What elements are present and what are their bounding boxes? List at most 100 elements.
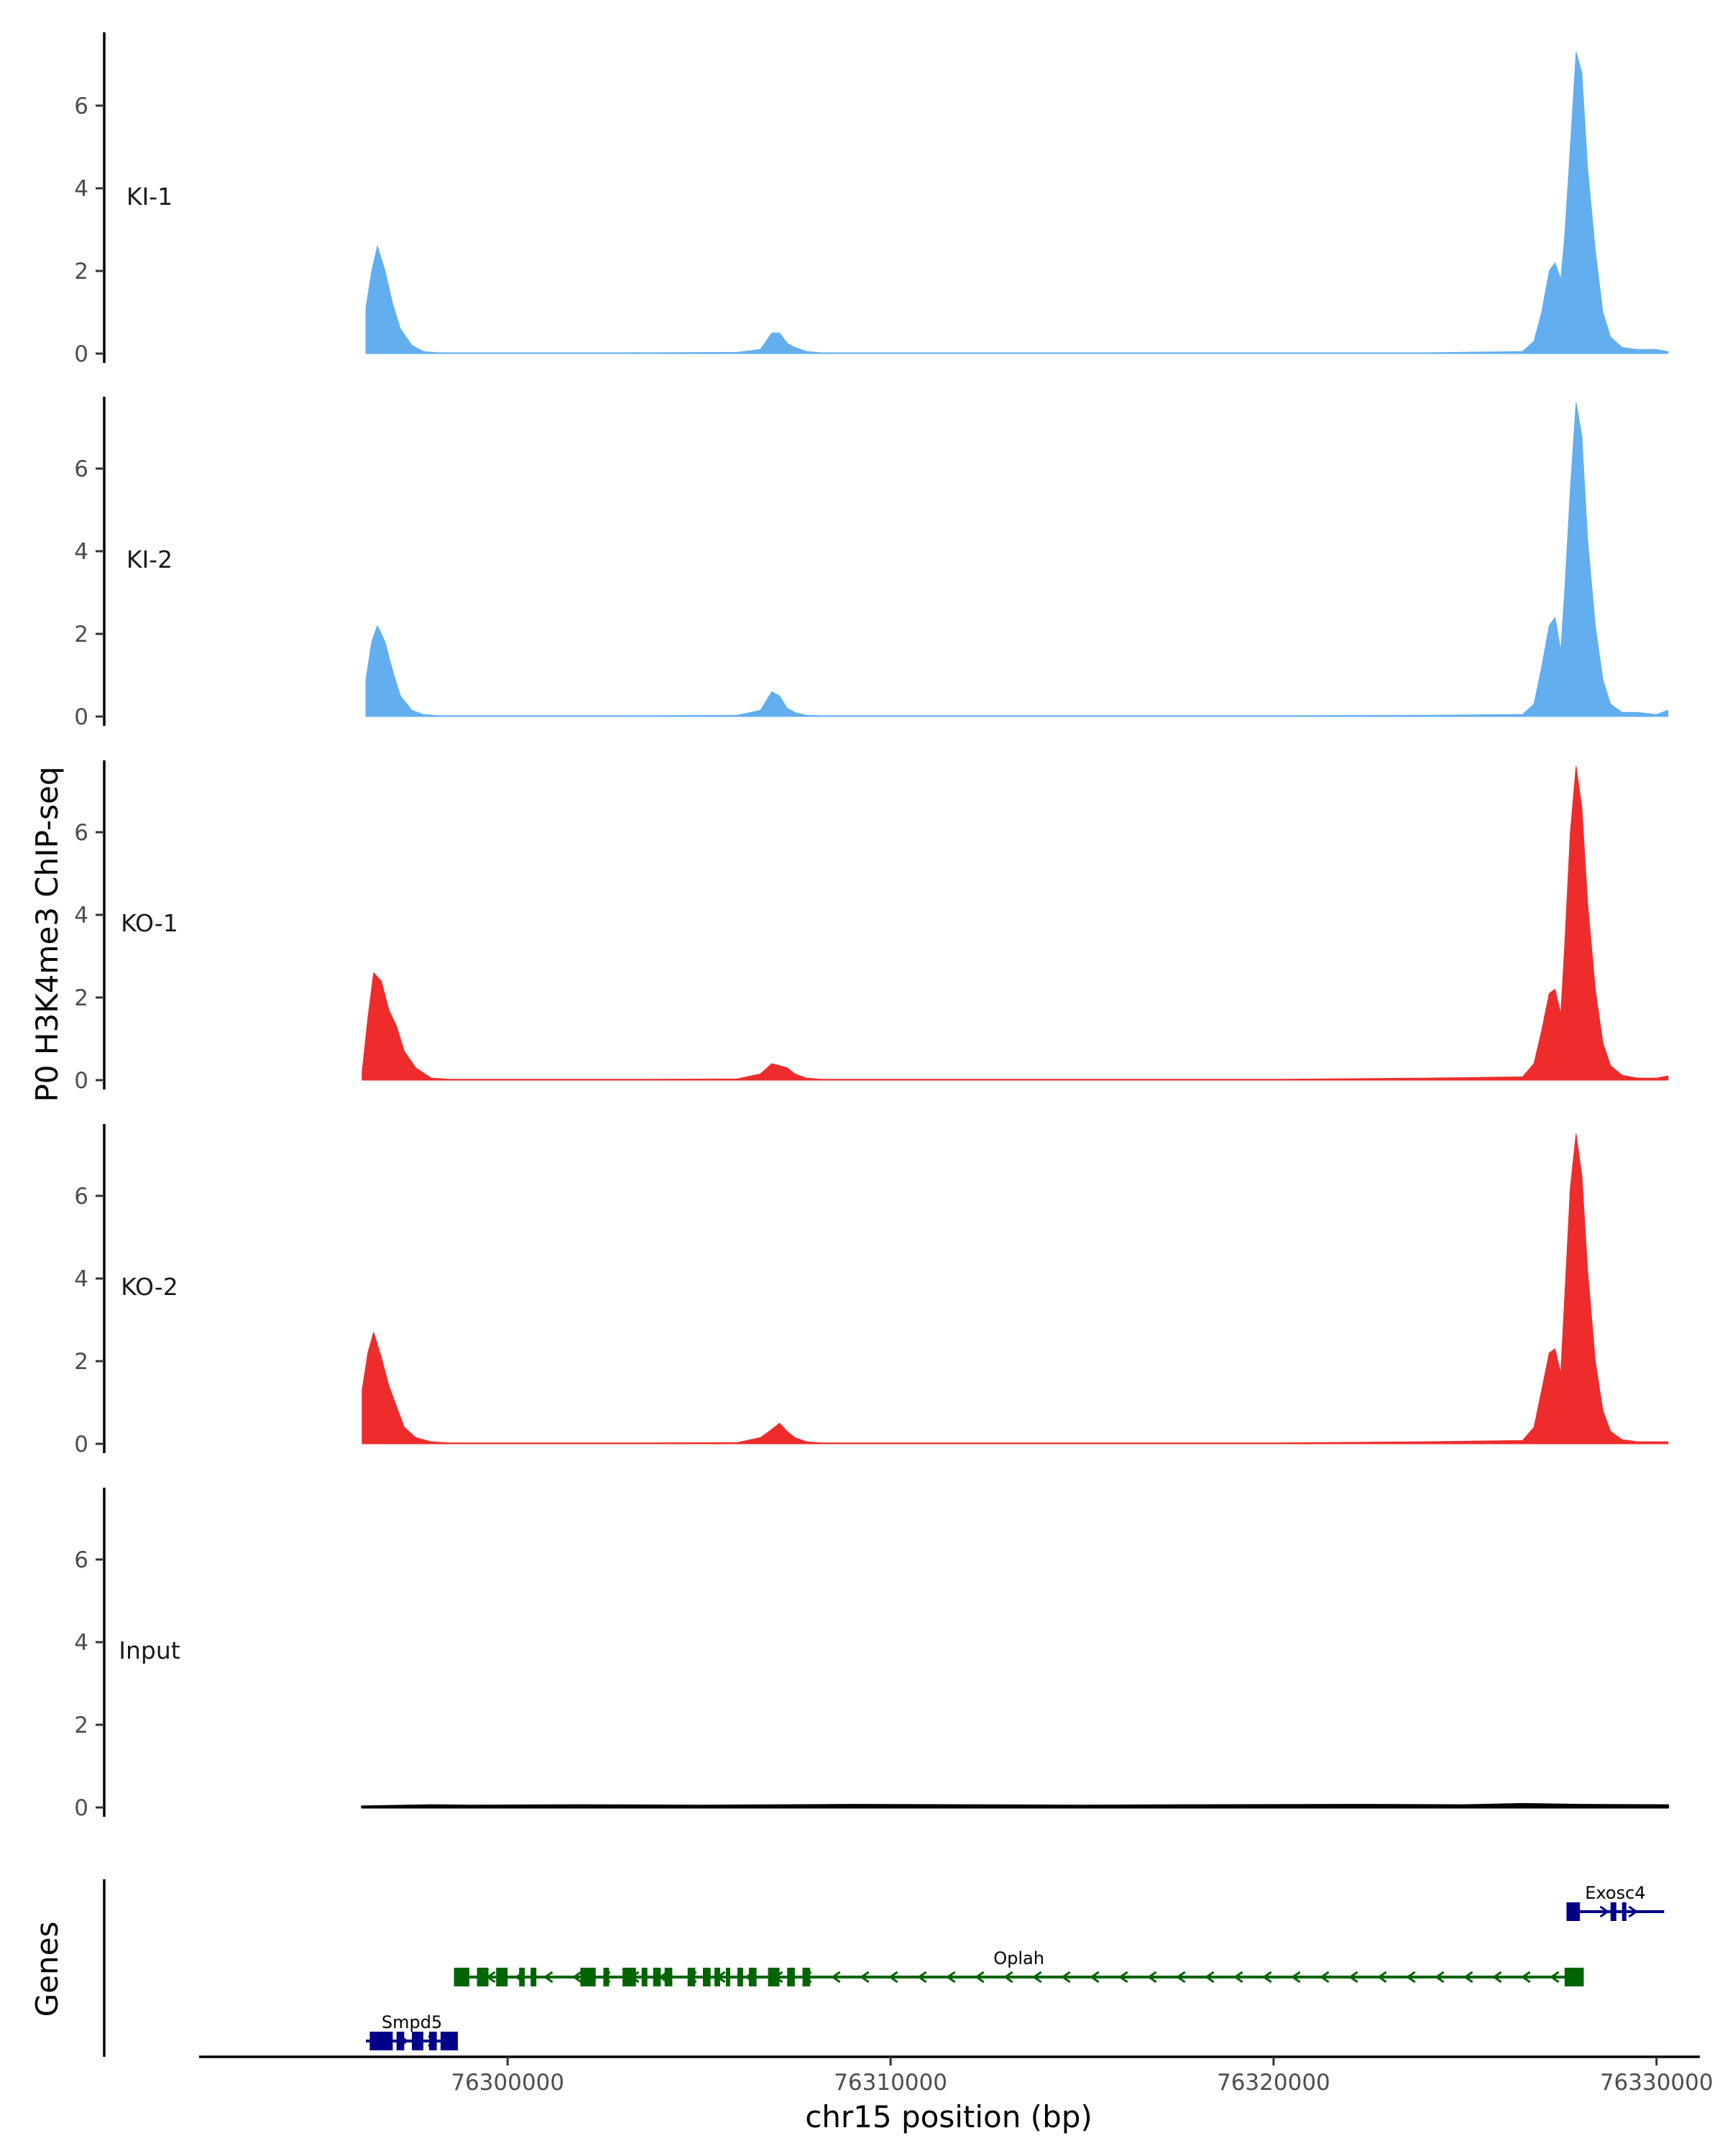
gene-exon <box>396 2032 405 2050</box>
gene-exon <box>714 1968 720 1986</box>
x-tick-label: 76320000 <box>1217 2070 1330 2096</box>
y-tick-label: 2 <box>74 1713 88 1738</box>
y-tick-label: 0 <box>74 341 88 367</box>
gene-exon <box>1622 1902 1627 1921</box>
gene-exon <box>441 2032 458 2050</box>
track-label: KO-1 <box>121 909 178 937</box>
track-label: KO-2 <box>121 1273 178 1301</box>
gene-exon <box>787 1968 795 1986</box>
y-tick-label: 4 <box>74 539 88 565</box>
gene-exon <box>429 2032 437 2050</box>
track-label: KI-2 <box>126 545 172 573</box>
strand-chevron <box>572 1971 582 1984</box>
strand-chevron <box>1233 1971 1243 1984</box>
track-panel: 0 2 4 6 KO-2 <box>74 1124 1669 1457</box>
tracks-layer: 0 2 4 6 KI-1 0 2 4 6 KI-2 0 2 4 6 KO-1 0 2 4 6 KO-2 0 2 4 6 Inpu… <box>74 32 1670 1821</box>
strand-chevron <box>543 1971 553 1984</box>
strand-chevron <box>1262 1971 1272 1984</box>
gene-exon <box>580 1968 596 1986</box>
strand-chevron <box>975 1971 985 1984</box>
gene-label: Smpd5 <box>382 2012 442 2032</box>
y-tick-label: 0 <box>74 704 88 730</box>
gene-exon <box>687 1968 696 1986</box>
strand-chevron <box>1291 1971 1301 1984</box>
track-label: Input <box>119 1636 180 1664</box>
gene-label: Oplah <box>993 1948 1044 1968</box>
coverage-area <box>362 1133 1669 1445</box>
strand-chevron <box>1147 1971 1157 1984</box>
strand-chevron <box>1176 1971 1186 1984</box>
coverage-area <box>362 765 1669 1081</box>
y-tick-label: 2 <box>74 1349 88 1375</box>
gene-exon <box>454 1968 469 1986</box>
strand-chevron <box>1205 1971 1215 1984</box>
gene-exon <box>1564 1968 1584 1986</box>
gene-exon <box>748 1968 757 1986</box>
y-tick-label: 4 <box>74 903 88 929</box>
gene-exon <box>477 1968 489 1986</box>
gene-model: Exosc4 <box>1566 1883 1665 1921</box>
y-tick-label: 2 <box>74 985 88 1011</box>
y-tick-label: 6 <box>74 820 88 846</box>
gene-exon <box>622 1968 636 1986</box>
strand-chevron <box>831 1971 841 1984</box>
gene-exon <box>519 1968 525 1986</box>
x-tick-label: 76330000 <box>1600 2070 1714 2096</box>
gene-model: Oplah <box>454 1948 1584 1986</box>
track-panel: 0 2 4 6 Input <box>74 1488 1670 1821</box>
strand-chevron <box>946 1971 956 1984</box>
coverage-area <box>365 402 1669 717</box>
strand-chevron <box>1406 1971 1416 1984</box>
strand-chevron <box>1320 1971 1330 1984</box>
gene-exon <box>496 1968 508 1986</box>
gene-exon <box>412 2032 424 2050</box>
track-panel: 0 2 4 6 KO-1 <box>74 760 1669 1094</box>
gene-exon <box>653 1968 661 1986</box>
y-axis-title: P0 H3K4me3 ChIP-seq <box>29 766 65 1102</box>
x-axis-title: chr15 position (bp) <box>805 2099 1092 2134</box>
x-tick-label: 76310000 <box>834 2070 947 2096</box>
x-axis: 76300000 76310000 76320000 76330000 <box>199 2055 1714 2096</box>
y-tick-label: 2 <box>74 259 88 285</box>
strand-chevron <box>1032 1971 1042 1984</box>
strand-chevron <box>1435 1971 1445 1984</box>
gene-exon <box>1566 1902 1581 1921</box>
y-tick-label: 6 <box>74 456 88 482</box>
strand-chevron <box>1118 1971 1128 1984</box>
y-tick-label: 0 <box>74 1432 88 1457</box>
x-tick-label: 76300000 <box>451 2070 564 2096</box>
coverage-area <box>361 1802 1670 1809</box>
strand-chevron <box>1599 1905 1610 1918</box>
gene-model: Smpd5 <box>366 2012 458 2050</box>
strand-chevron <box>888 1971 898 1984</box>
y-tick-label: 4 <box>74 1630 88 1656</box>
y-tick-label: 6 <box>74 1547 88 1573</box>
strand-chevron <box>1628 1905 1639 1918</box>
y-tick-label: 0 <box>74 1795 88 1821</box>
gene-exon <box>768 1968 780 1986</box>
y-tick-label: 4 <box>74 1266 88 1292</box>
strand-chevron <box>1348 1971 1358 1984</box>
y-tick-label: 6 <box>74 93 88 119</box>
y-tick-label: 2 <box>74 622 88 648</box>
gene-exon <box>725 1968 730 1986</box>
track-panel: 0 2 4 6 KI-1 <box>74 32 1669 367</box>
gene-exon <box>369 2032 393 2050</box>
gene-exon <box>664 1968 673 1986</box>
strand-chevron <box>1463 1971 1473 1984</box>
strand-chevron <box>917 1971 927 1984</box>
track-panel: 0 2 4 6 KI-2 <box>74 397 1669 730</box>
strand-chevron <box>1492 1971 1502 1984</box>
strand-chevron <box>1090 1971 1100 1984</box>
strand-chevron <box>1061 1971 1071 1984</box>
y-tick-label: 0 <box>74 1068 88 1094</box>
gene-exon <box>603 1968 610 1986</box>
strand-chevron <box>1003 1971 1013 1984</box>
genes-panel: Exosc4 Oplah Smpd5 <box>103 1879 1665 2057</box>
strand-chevron <box>1521 1971 1531 1984</box>
gene-exon <box>530 1968 537 1986</box>
gene-exon <box>802 1968 811 1986</box>
y-tick-label: 6 <box>74 1184 88 1210</box>
gene-label: Exosc4 <box>1585 1883 1645 1903</box>
